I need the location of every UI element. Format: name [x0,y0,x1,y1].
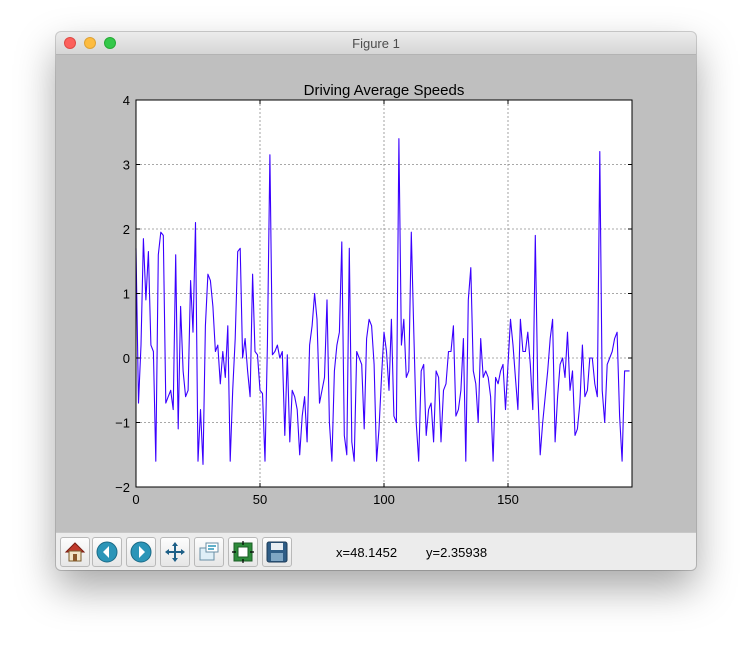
y-coordinate-readout: y=2.35938 [426,545,488,560]
subplots-icon [232,541,254,563]
back-button[interactable] [92,537,122,567]
y-tick-label: 2 [123,222,130,237]
x-tick-label: 50 [253,492,267,507]
save-button[interactable] [262,537,292,567]
series-line-speeds [135,138,630,465]
x-coordinate-readout: x=48.1452 [336,545,398,560]
forward-button[interactable] [126,537,156,567]
minimize-window-button[interactable] [84,37,96,49]
pan-icon [165,542,185,562]
y-tick-label: −1 [115,416,130,431]
y-tick-label: −2 [115,480,130,495]
maximize-window-button[interactable] [104,37,116,49]
save-icon [266,541,288,563]
line-chart[interactable]: 0 50 100 150 −2 −1 0 1 2 3 4 Driving Average Speeds [56,55,696,532]
home-icon [64,542,86,562]
close-window-button[interactable] [64,37,76,49]
y-tick-label: 4 [123,93,130,108]
forward-icon [130,541,152,563]
y-tick-label: 3 [123,158,130,173]
back-icon [96,541,118,563]
y-tick-label: 1 [123,287,130,302]
x-tick-label: 100 [373,492,395,507]
x-tick-label: 150 [497,492,519,507]
figure-window: Figure 1 0 50 100 150 −2 −1 0 1 2 3 4 Driving Avera… [56,32,696,570]
figure-canvas[interactable]: 0 50 100 150 −2 −1 0 1 2 3 4 Driving Average Speeds [56,55,696,532]
zoom-icon [199,542,219,561]
navigation-toolbar: x=48.1452 y=2.35938 [56,532,696,570]
home-button[interactable] [60,537,90,567]
y-tick-label: 0 [123,351,130,366]
pan-button[interactable] [160,537,190,567]
x-tick-label: 0 [132,492,139,507]
window-title: Figure 1 [352,36,400,51]
chart-title: Driving Average Speeds [304,82,465,99]
subplots-button[interactable] [228,537,258,567]
title-bar[interactable]: Figure 1 [56,32,696,55]
zoom-button[interactable] [194,537,224,567]
